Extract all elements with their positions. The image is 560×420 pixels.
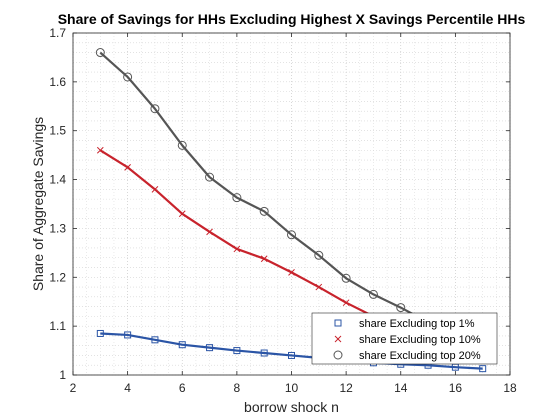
series-2-point xyxy=(206,228,213,236)
series-1-point xyxy=(479,365,487,373)
y-tick-label: 1.4 xyxy=(49,173,66,187)
series-2-point-stroke-b xyxy=(233,245,241,253)
x-tick-label: 16 xyxy=(449,381,463,395)
legend-label-2: share Excluding top 10% xyxy=(359,334,481,346)
x-tick-label: 8 xyxy=(234,381,241,395)
y-tick-label: 1.5 xyxy=(49,124,66,138)
series-2-point xyxy=(315,283,323,291)
series-1-point xyxy=(233,347,241,355)
series-2-point-stroke-b xyxy=(178,210,186,218)
series-2-point-stroke-b xyxy=(288,269,295,276)
y-tick-label: 1.3 xyxy=(49,221,66,235)
legend-marker-2-stroke-b xyxy=(334,335,342,343)
series-2-point xyxy=(178,210,186,218)
series-2-point xyxy=(233,245,241,253)
series-2-point-stroke-b xyxy=(151,185,159,193)
series-3-point xyxy=(259,206,269,216)
series-3-point xyxy=(123,72,133,82)
series-3-point xyxy=(177,140,187,150)
series-3-point xyxy=(232,193,242,203)
legend-marker-1 xyxy=(334,319,342,327)
series-1-point xyxy=(151,336,159,344)
y-tick-label: 1.6 xyxy=(49,75,66,89)
x-tick-label: 2 xyxy=(70,381,77,395)
y-tick-label: 1.1 xyxy=(49,319,66,333)
legend-marker-3 xyxy=(333,350,343,360)
y-tick-label: 1 xyxy=(59,368,66,382)
series-2-point-stroke-b xyxy=(124,164,131,171)
series-1-point xyxy=(260,349,268,357)
x-tick-label: 4 xyxy=(124,381,131,395)
y-axis-title: Share of Aggregate Savings xyxy=(30,117,46,291)
y-tick-label: 1.2 xyxy=(49,270,66,284)
series-1-point xyxy=(178,341,186,349)
series-3-point xyxy=(287,230,296,240)
series-1-point xyxy=(124,331,132,339)
series-2-point xyxy=(288,269,295,276)
series-2-point-stroke-b xyxy=(96,146,104,154)
series-3-point xyxy=(150,104,160,114)
series-3-point xyxy=(396,303,406,313)
series-2-point-stroke-b xyxy=(260,255,268,263)
series-2-point-stroke-b xyxy=(342,299,350,307)
legend-label-1: share Excluding top 1% xyxy=(359,318,475,330)
series-3-point xyxy=(205,172,215,182)
series-1-point xyxy=(206,344,214,352)
x-tick-label: 10 xyxy=(285,381,299,395)
x-tick-label: 6 xyxy=(179,381,186,395)
x-tick-label: 12 xyxy=(339,381,353,395)
x-tick-label: 18 xyxy=(503,381,517,395)
series-2-point-stroke-b xyxy=(315,283,323,291)
legend-marker-2 xyxy=(334,335,342,343)
series-2-point xyxy=(124,164,131,171)
series-2-point xyxy=(96,146,104,154)
series-2-point xyxy=(260,255,268,263)
series-3-point xyxy=(341,273,351,283)
series-2-point-stroke-b xyxy=(206,228,213,236)
series-3-point xyxy=(314,250,324,260)
x-tick-label: 14 xyxy=(394,381,408,395)
series-2-point xyxy=(342,299,350,307)
series-3-point xyxy=(95,48,105,58)
legend: share Excluding top 1% share Excluding to… xyxy=(311,312,498,365)
series-1-line xyxy=(100,332,483,370)
series-1-point xyxy=(288,351,295,359)
legend-box xyxy=(311,312,498,365)
legend-label-3: share Excluding top 20% xyxy=(359,350,481,362)
chart-title: Share of Savings for HHs Excluding Highe… xyxy=(58,11,526,27)
series-2-point xyxy=(151,185,159,193)
series-3-point xyxy=(368,289,378,299)
x-axis-title: borrow shock n xyxy=(244,399,339,415)
y-tick-label: 1.7 xyxy=(49,26,66,40)
ticks: 2 4 6 8 10 12 14 16 18 1 1.1 1.2 1.3 1.4 1.5 1.6 1.7 xyxy=(49,26,517,395)
series-1-point xyxy=(96,329,104,337)
